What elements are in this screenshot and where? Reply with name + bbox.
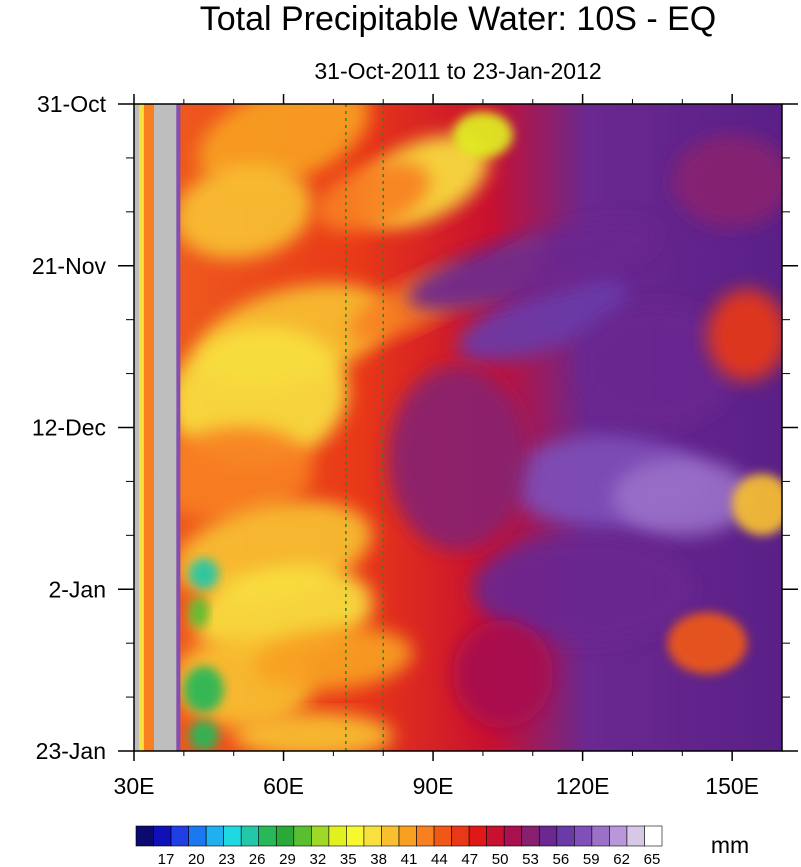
colorbar-box	[468, 825, 487, 847]
missing-data-band	[134, 104, 139, 751]
colorbar-box	[328, 825, 347, 847]
colorbar-label: 47	[461, 851, 478, 867]
colorbar-label: 17	[158, 851, 175, 867]
colorbar-box	[275, 825, 295, 847]
colorbar: 17 20 23 26 29 32 35 38 41 44 47 50 53 56 59 62 65 mm	[135, 825, 749, 867]
field-feature	[453, 111, 513, 158]
missing-data-band	[153, 104, 177, 751]
field-feature	[472, 535, 693, 644]
colorbar-box	[626, 825, 645, 847]
colorbar-box	[363, 825, 382, 847]
colorbar-box	[609, 825, 628, 847]
field-feature	[188, 558, 219, 590]
plot-area	[134, 104, 782, 751]
colorbar-box	[135, 825, 154, 847]
colorbar-box	[205, 825, 224, 847]
x-tick-label: 150E	[705, 773, 759, 799]
field-feature	[732, 473, 782, 536]
colorbar-box	[521, 825, 540, 847]
colorbar-box	[258, 825, 277, 847]
colorbar-label: 62	[613, 851, 630, 867]
colorbar-box	[644, 825, 663, 847]
colorbar-box	[223, 825, 242, 847]
x-tick-label: 30E	[114, 773, 155, 799]
colorbar-box	[556, 825, 575, 847]
colorbar-label: 56	[553, 851, 570, 867]
colorbar-box	[293, 825, 312, 847]
colorbar-label: 44	[431, 851, 448, 867]
field-feature	[233, 712, 394, 751]
colorbar-label: 41	[401, 851, 418, 867]
colorbar-box	[486, 825, 505, 847]
colorbar-box	[346, 825, 365, 847]
field-feature	[457, 277, 628, 362]
y-tick-label: 2-Jan	[48, 576, 106, 602]
field-feature	[407, 220, 659, 311]
field-feature	[316, 160, 431, 232]
chart-title: Total Precipitable Water: 10S - EQ	[199, 0, 717, 38]
field-feature	[577, 304, 738, 428]
colorbar-label: 38	[370, 851, 387, 867]
field-feature	[453, 620, 553, 728]
colorbar-box	[381, 825, 400, 847]
field-feature	[174, 164, 313, 259]
colorbar-unit: mm	[711, 832, 749, 858]
x-tick-label: 120E	[556, 773, 610, 799]
y-tick-label: 21-Nov	[32, 253, 107, 279]
coastline-edge	[176, 104, 181, 751]
colorbar-label: 32	[310, 851, 327, 867]
colorbar-box	[503, 825, 523, 847]
colorbar-box	[416, 825, 435, 847]
colorbar-box	[240, 825, 260, 847]
colorbar-label: 26	[249, 851, 266, 867]
field-feature	[253, 627, 413, 691]
field-feature	[388, 365, 528, 551]
field-feature	[667, 612, 748, 674]
colorbar-box	[170, 825, 189, 847]
chart-subtitle: 31-Oct-2011 to 23-Jan-2012	[314, 58, 602, 84]
colorbar-box	[398, 825, 417, 847]
colorbar-box	[433, 825, 452, 847]
x-tick-label: 60E	[263, 773, 304, 799]
x-tick-label: 90E	[413, 773, 454, 799]
colorbar-box	[311, 825, 330, 847]
colorbar-label: 20	[188, 851, 205, 867]
colorbar-box	[188, 825, 207, 847]
field-feature	[188, 596, 209, 628]
field-feature	[672, 134, 782, 228]
field-feature	[154, 427, 314, 521]
colorbar-label: 65	[644, 851, 661, 867]
colorbar-label: 29	[279, 851, 296, 867]
field-feature	[183, 666, 224, 713]
colorbar-label: 35	[340, 851, 357, 867]
colorbar-label: 23	[218, 851, 235, 867]
colorbar-box	[153, 825, 172, 847]
coastal-strip	[138, 104, 144, 751]
colorbar-label: 53	[522, 851, 539, 867]
colorbar-box	[451, 825, 470, 847]
y-tick-label: 23-Jan	[36, 738, 106, 764]
field-feature	[197, 104, 370, 188]
axes: 30E 60E 90E 120E 150E 31-Oct 21-Nov 12-Dec 2-Jan…	[32, 91, 798, 799]
field-feature	[188, 720, 219, 751]
field-feature	[612, 458, 753, 536]
y-tick-label: 31-Oct	[37, 91, 107, 117]
colorbar-box	[538, 825, 558, 847]
colorbar-box	[591, 825, 610, 847]
coastal-strip	[143, 104, 154, 751]
colorbar-box	[574, 825, 593, 847]
field-feature	[707, 288, 782, 382]
colorbar-label: 50	[492, 851, 509, 867]
colorbar-label: 59	[583, 851, 600, 867]
y-tick-label: 12-Dec	[32, 415, 106, 441]
